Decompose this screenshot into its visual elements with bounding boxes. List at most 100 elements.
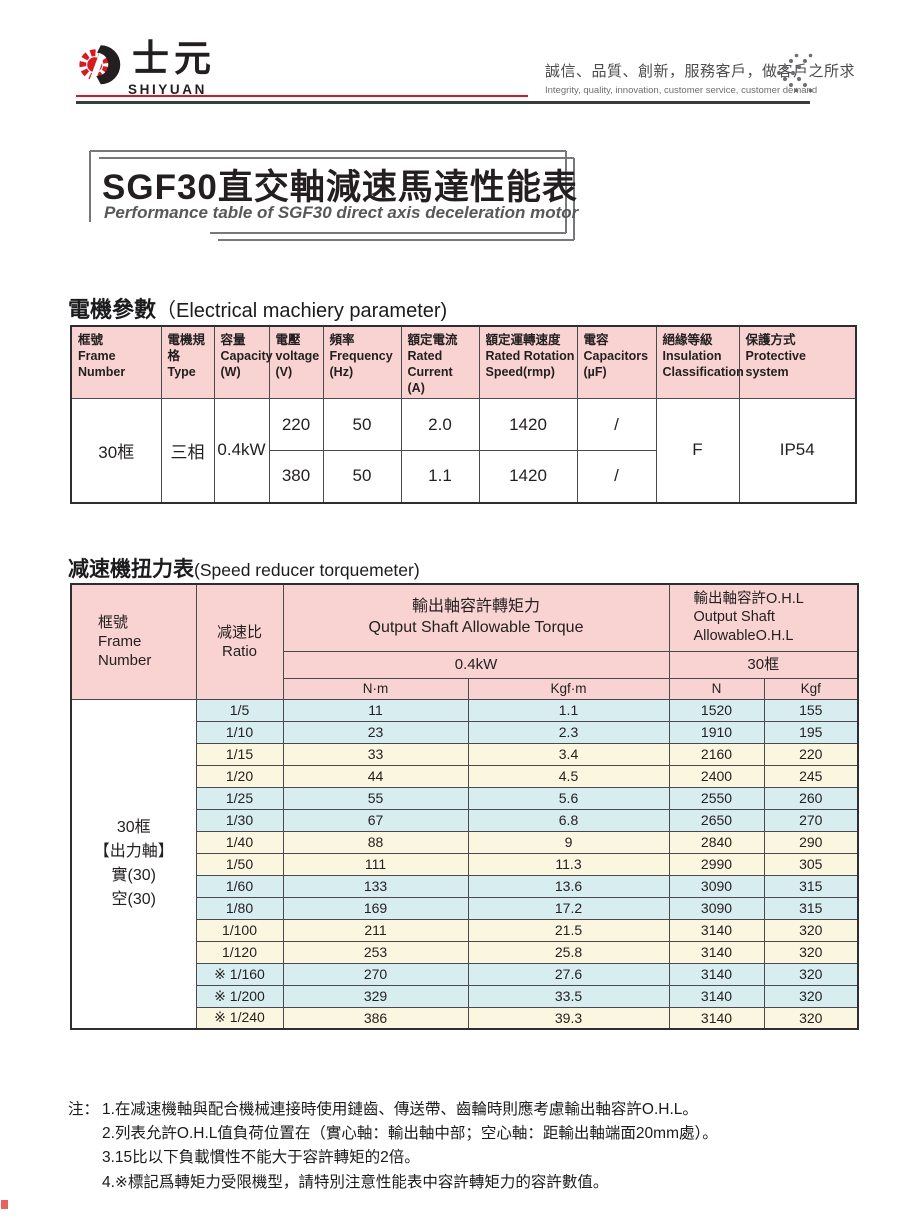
column-header-type: 電機規格 Type <box>160 325 215 399</box>
torque-header-frame30: 30框 <box>668 650 859 679</box>
ohl-n-cell: 2990 <box>668 852 765 876</box>
torque-row: ※ 1/200 329 33.5 3140 320 <box>71 984 859 1008</box>
ohl-kgf-cell: 195 <box>763 720 859 744</box>
notes-items: 1.在减速機軸與配合機械連接時使用鏈齒、傳送帶、齒輪時則應考慮輸出軸容許O.H.… <box>102 1098 718 1195</box>
voltage-cell: 220 <box>268 398 324 451</box>
torque-kgfm-cell: 1.1 <box>467 698 670 722</box>
torque-header-row-1: 框號 Frame Number 减速比 Ratio 輸出軸容許轉矩力 Qutpu… <box>70 583 859 700</box>
ohl-n-cell: 2550 <box>668 786 765 810</box>
company-slogan: 誠信、品質、創新，服務客戶，做客戶之所求 Integrity, quality,… <box>545 60 855 96</box>
motor-capacity-cell: 0.4kW <box>213 398 270 503</box>
ohl-kgf-cell: 155 <box>763 698 859 722</box>
ohl-kgf-cell: 320 <box>763 1006 859 1030</box>
motor-frame-cell: 30框 <box>70 398 162 503</box>
torque-header-frame-number: 框號 Frame Number <box>70 583 197 700</box>
frequency-cell: 50 <box>322 450 402 503</box>
note-line: 1.在减速機軸與配合機械連接時使用鏈齒、傳送帶、齒輪時則應考慮輸出軸容許O.H.… <box>102 1101 698 1118</box>
ohl-n-cell: 3140 <box>668 940 765 964</box>
torque-nm-cell: 270 <box>282 962 469 986</box>
ohl-kgf-cell: 220 <box>763 742 859 766</box>
ratio-cell: 1/40 <box>195 830 284 854</box>
torque-row: 1/20 44 4.5 2400 245 <box>71 764 859 788</box>
torque-nm-cell: 111 <box>282 852 469 876</box>
page-edge-mark <box>1 1200 8 1209</box>
unit-header-n: N <box>668 677 765 700</box>
brand-logo: 士元 SHIYUAN <box>79 39 216 97</box>
unit-header-kgfm: Kgf·m <box>467 677 670 700</box>
torque-header-row-3: N·m Kgf·m N Kgf <box>71 677 859 700</box>
note-line: 2.列表允許O.H.L值負荷位置在（實心軸：輸出軸中部；空心軸：距輸出軸端面20… <box>102 1125 718 1143</box>
torque-row: ※ 1/160 270 27.6 3140 320 <box>71 962 859 986</box>
page-subtitle: Performance table of SGF30 direct axis d… <box>104 203 579 222</box>
torque-kgfm-cell: 25.8 <box>467 940 670 964</box>
column-header-capacitors: 電容 Capacitors (µF) <box>576 325 657 399</box>
torque-kgfm-cell: 3.4 <box>467 742 670 766</box>
column-header-insulation: 絕緣等級 Insulation Classification <box>655 325 744 399</box>
motor-table: 框號 Frame Number 電機規格 Type 容量 Capacity (W… <box>70 325 857 504</box>
torque-nm-cell: 55 <box>282 786 469 810</box>
unit-header-nm: N·m <box>282 677 469 700</box>
ratio-cell: 1/5 <box>195 698 284 722</box>
torque-header-power: 0.4kW <box>282 650 670 679</box>
torque-kgfm-cell: 11.3 <box>467 852 670 876</box>
torque-row: 1/100 211 21.5 3140 320 <box>71 918 859 942</box>
torque-kgfm-cell: 27.6 <box>467 962 670 986</box>
torque-kgfm-cell: 33.5 <box>467 984 670 1008</box>
ohl-n-cell: 3140 <box>668 962 765 986</box>
motor-section-heading: 電機參數（Electrical machiery parameter) <box>68 292 447 324</box>
torque-nm-cell: 133 <box>282 874 469 898</box>
rotation-speed-cell: 1420 <box>478 450 578 503</box>
ratio-cell: 1/15 <box>195 742 284 766</box>
title-block: SGF30直交軸減速馬達性能表 Performance table of SGF… <box>86 146 586 246</box>
torque-row: 30框 【出力軸】 實(30) 空(30) 1/5 11 1.1 1520 155 <box>70 698 859 1030</box>
torque-row: 1/80 169 17.2 3090 315 <box>71 896 859 920</box>
ratio-cell: 1/10 <box>195 720 284 744</box>
torque-row: 1/25 55 5.6 2550 260 <box>71 786 859 810</box>
capacitors-cell: / <box>576 398 657 451</box>
rated-current-cell: 1.1 <box>400 450 480 503</box>
motor-type-cell: 三相 <box>160 398 215 503</box>
torque-header-ratio: 减速比 Ratio <box>195 583 284 700</box>
ratio-cell: 1/30 <box>195 808 284 832</box>
torque-section-heading: 减速機扭力表(Speed reducer torquemeter) <box>68 553 420 583</box>
torque-row: 1/15 33 3.4 2160 220 <box>71 742 859 766</box>
unit-header-kgf: Kgf <box>763 677 859 700</box>
ratio-cell: 1/50 <box>195 852 284 876</box>
ohl-n-cell: 3090 <box>668 896 765 920</box>
header-rule-dark <box>76 101 810 104</box>
ohl-kgf-cell: 320 <box>763 984 859 1008</box>
ohl-n-cell: 2400 <box>668 764 765 788</box>
torque-kgfm-cell: 39.3 <box>467 1006 670 1030</box>
ratio-cell: 1/80 <box>195 896 284 920</box>
voltage-cell: 380 <box>268 450 324 503</box>
torque-kgfm-cell: 9 <box>467 830 670 854</box>
torque-row: 1/120 253 25.8 3140 320 <box>71 940 859 964</box>
torque-row: ※ 1/240 386 39.3 3140 320 <box>71 1006 859 1030</box>
ohl-n-cell: 1520 <box>668 698 765 722</box>
torque-table-body: 30框 【出力軸】 實(30) 空(30) 1/5 11 1.1 1520 155 1/10… <box>70 698 859 1030</box>
ratio-cell: 1/120 <box>195 940 284 964</box>
ohl-kgf-cell: 320 <box>763 940 859 964</box>
ratio-cell: 1/60 <box>195 874 284 898</box>
note-line: 3.15比以下負載慣性不能大于容許轉矩的2倍。 <box>102 1149 420 1167</box>
torque-header-allowable-ohl: 輸出軸容許O.H.L Output Shaft AllowableO.H.L <box>668 583 859 652</box>
notes-label: 注： <box>68 1101 100 1118</box>
column-header-frame-number: 框號 Frame Number <box>70 325 162 399</box>
title-frame-decoration <box>89 150 575 241</box>
note-line: 4.※標記爲轉矩力受限機型，請特別注意性能表中容許轉矩力的容許數值。 <box>102 1173 609 1191</box>
torque-row: 1/60 133 13.6 3090 315 <box>71 874 859 898</box>
motor-data-row-380v: 380 50 1.1 1420 / <box>71 450 856 503</box>
header-rule-red <box>76 95 528 97</box>
chevron-dots-icon <box>776 53 813 93</box>
protection-cell: IP54 <box>738 398 857 503</box>
ohl-kgf-cell: 320 <box>763 962 859 986</box>
ohl-kgf-cell: 315 <box>763 874 859 898</box>
footer-notes: 注： 1.在减速機軸與配合機械連接時使用鏈齒、傳送帶、齒輪時則應考慮輸出軸容許O… <box>68 1098 718 1195</box>
ohl-n-cell: 3090 <box>668 874 765 898</box>
rotation-speed-cell: 1420 <box>478 398 578 451</box>
ratio-cell: ※ 1/240 <box>195 1006 284 1030</box>
ratio-cell: ※ 1/160 <box>195 962 284 986</box>
frequency-cell: 50 <box>322 398 402 451</box>
torque-nm-cell: 386 <box>282 1006 469 1030</box>
ohl-n-cell: 1910 <box>668 720 765 744</box>
